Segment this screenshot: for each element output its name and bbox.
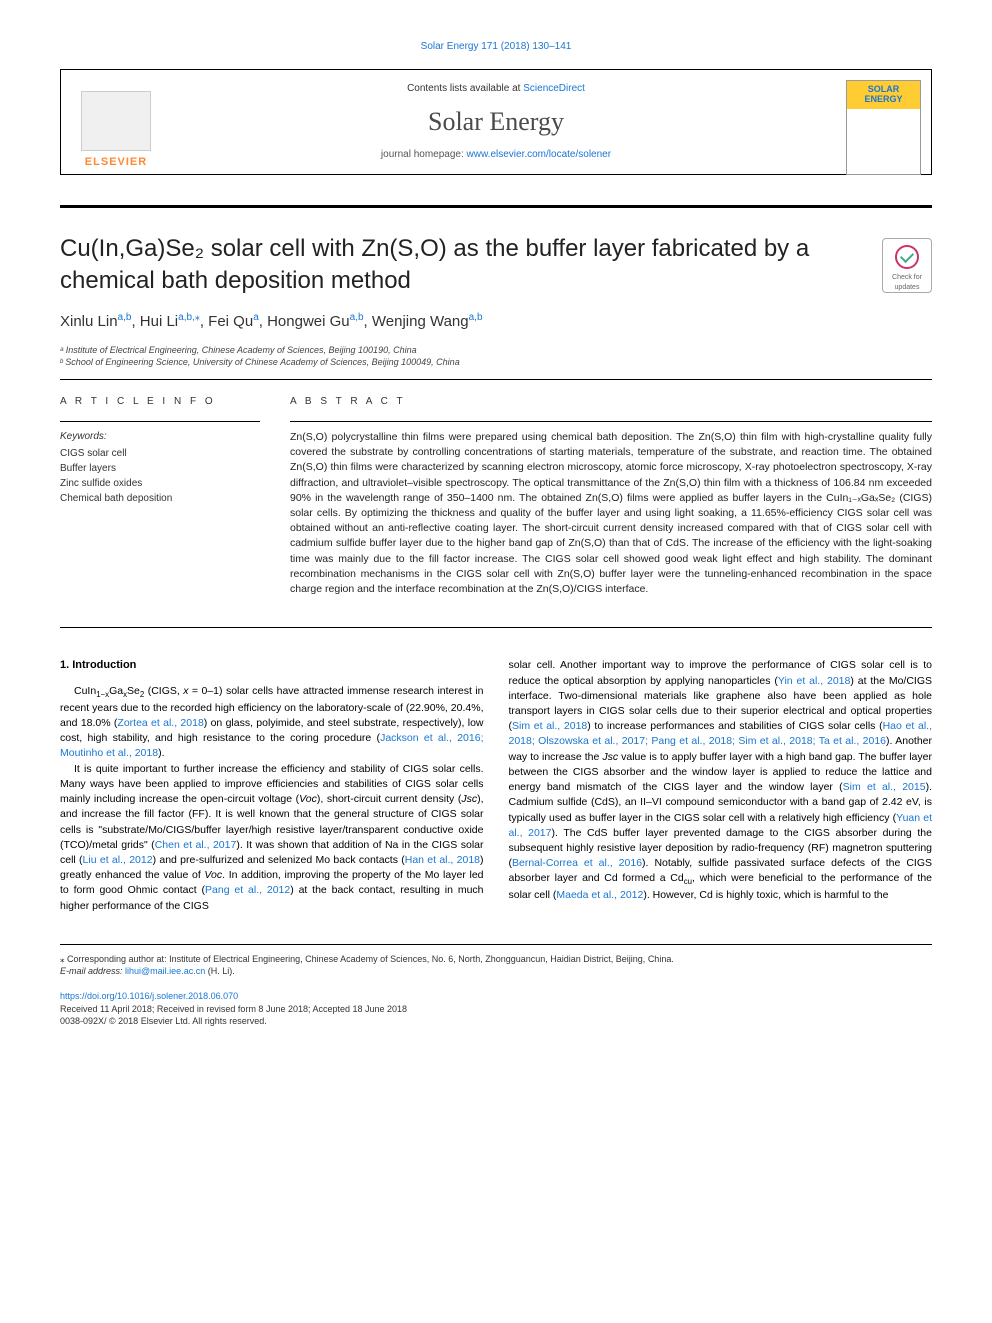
body-paragraph: CuIn1−xGaxSe2 (CIGS, x = 0–1) solar cell… — [60, 684, 484, 914]
body-two-column: 1. Introduction CuIn1−xGaxSe2 (CIGS, x =… — [60, 658, 932, 914]
check-for-updates-badge[interactable]: Check for updates — [882, 238, 932, 293]
doi-link[interactable]: https://doi.org/10.1016/j.solener.2018.0… — [60, 991, 238, 1001]
journal-cover-thumbnail[interactable]: SOLAR ENERGY — [846, 80, 921, 175]
rule-above-abstract — [60, 379, 932, 380]
email-line: E-mail address: lihui@mail.iee.ac.cn (H.… — [60, 965, 932, 978]
affiliation-a: ᵃ Institute of Electrical Engineering, C… — [60, 344, 932, 357]
journal-homepage-line: journal homepage: www.elsevier.com/locat… — [181, 148, 811, 162]
authors-line: Xinlu Lina,b, Hui Lia,b,⁎, Fei Qua, Hong… — [60, 311, 932, 332]
keywords-list: CIGS solar cell Buffer layers Zinc sulfi… — [60, 446, 260, 506]
section-1-heading: 1. Introduction — [60, 658, 484, 674]
check-updates-label: Check for updates — [892, 274, 922, 291]
abstract-block: A B S T R A C T Zn(S,O) polycrystalline … — [290, 395, 932, 597]
article-info-block: A R T I C L E I N F O Keywords: CIGS sol… — [60, 395, 260, 597]
keyword-item: Chemical bath deposition — [60, 491, 260, 506]
abstract-heading: A B S T R A C T — [290, 395, 932, 409]
body-column-right: solar cell. Another important way to imp… — [509, 658, 933, 914]
body-paragraph: solar cell. Another important way to imp… — [509, 658, 933, 903]
header-rule — [60, 205, 932, 208]
footnotes: ⁎ Corresponding author at: Institute of … — [60, 944, 932, 1028]
keyword-item: CIGS solar cell — [60, 446, 260, 461]
article-title: Cu(In,Ga)Se₂ solar cell with Zn(S,O) as … — [60, 233, 932, 295]
body-column-left: 1. Introduction CuIn1−xGaxSe2 (CIGS, x =… — [60, 658, 484, 914]
keyword-item: Zinc sulfide oxides — [60, 476, 260, 491]
check-updates-icon — [895, 245, 919, 269]
affiliations: ᵃ Institute of Electrical Engineering, C… — [60, 344, 932, 369]
keywords-label: Keywords: — [60, 430, 260, 444]
journal-header: ELSEVIER SOLAR ENERGY Contents lists ava… — [60, 69, 932, 175]
keyword-item: Buffer layers — [60, 461, 260, 476]
corresponding-email-link[interactable]: lihui@mail.iee.ac.cn — [125, 966, 205, 976]
elsevier-label: ELSEVIER — [85, 155, 147, 170]
article-info-heading: A R T I C L E I N F O — [60, 395, 260, 409]
copyright-line: 0038-092X/ © 2018 Elsevier Ltd. All righ… — [60, 1015, 932, 1028]
corresponding-author-note: ⁎ Corresponding author at: Institute of … — [60, 953, 932, 966]
affiliation-b: ᵇ School of Engineering Science, Univers… — [60, 356, 932, 369]
journal-name: Solar Energy — [181, 104, 811, 140]
contents-available-line: Contents lists available at ScienceDirec… — [181, 82, 811, 96]
sciencedirect-link[interactable]: ScienceDirect — [523, 83, 585, 94]
journal-homepage-link[interactable]: www.elsevier.com/locate/solener — [467, 149, 612, 160]
journal-cover-title: SOLAR ENERGY — [851, 85, 916, 105]
info-rule — [60, 421, 260, 422]
top-citation[interactable]: Solar Energy 171 (2018) 130–141 — [60, 40, 932, 54]
received-line: Received 11 April 2018; Received in revi… — [60, 1003, 932, 1016]
abstract-text: Zn(S,O) polycrystalline thin films were … — [290, 430, 932, 597]
rule-below-abstract — [60, 627, 932, 628]
elsevier-tree-icon — [81, 91, 151, 151]
elsevier-logo[interactable]: ELSEVIER — [71, 80, 161, 170]
abstract-rule — [290, 421, 932, 422]
